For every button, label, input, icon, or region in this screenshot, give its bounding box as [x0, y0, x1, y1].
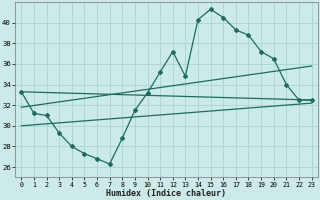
X-axis label: Humidex (Indice chaleur): Humidex (Indice chaleur) [107, 189, 227, 198]
